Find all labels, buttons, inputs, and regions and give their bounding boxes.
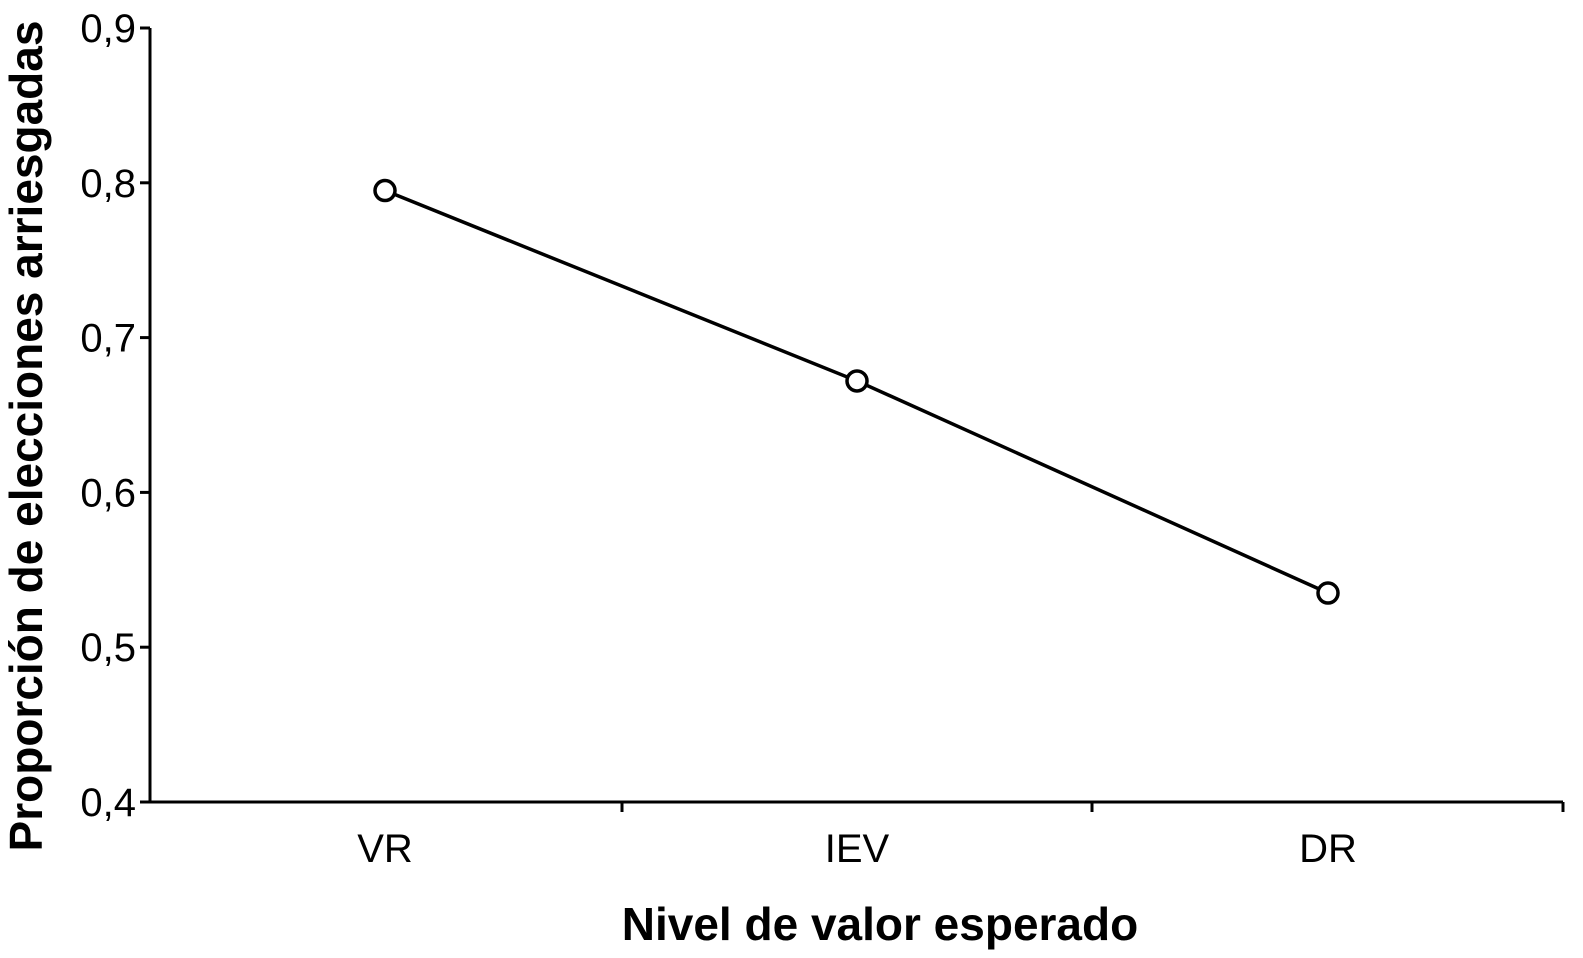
y-tick-label: 0,7 (80, 317, 136, 361)
y-tick-label: 0,5 (80, 626, 136, 670)
y-tick-label: 0,8 (80, 162, 136, 206)
y-tick-label: 0,6 (80, 471, 136, 515)
x-tick-label: IEV (825, 827, 890, 871)
y-axis-title: Proporción de elecciones arriesgadas (0, 21, 52, 852)
x-axis: VR IEV DR (140, 800, 1565, 871)
plot-series (373, 178, 1340, 605)
x-tick-label: VR (357, 827, 413, 871)
x-tick-label: DR (1299, 827, 1357, 871)
data-point (845, 369, 869, 393)
data-point (373, 178, 397, 203)
data-point (1316, 581, 1340, 605)
y-tick-label: 0,4 (80, 781, 136, 825)
x-axis-title: Nivel de valor esperado (622, 898, 1138, 950)
y-axis: 0,4 0,5 0,6 0,7 0,8 0,9 (80, 7, 152, 825)
y-tick-label: 0,9 (80, 7, 136, 51)
